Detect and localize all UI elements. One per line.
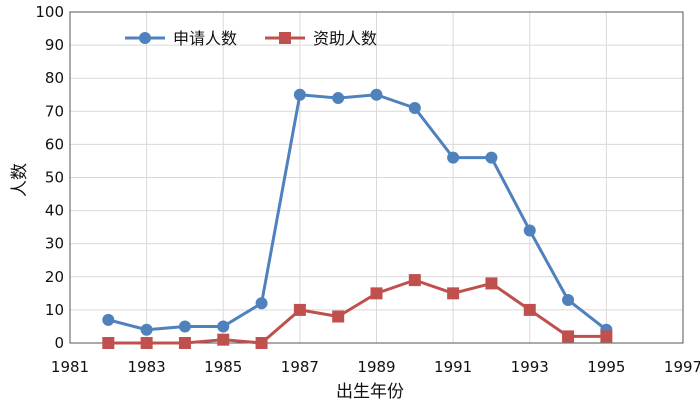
data-point: [600, 330, 613, 343]
y-tick-label: 10: [45, 301, 64, 319]
data-point: [408, 101, 421, 114]
y-tick-label: 100: [35, 3, 64, 21]
y-tick-label: 40: [45, 202, 64, 220]
x-tick-label: 1987: [281, 358, 319, 376]
y-tick-labels: 0 10 20 30 40 50 60 70 80 90 100: [35, 3, 64, 352]
data-point: [562, 330, 575, 343]
data-point: [140, 323, 153, 336]
x-tick-label: 1983: [128, 358, 166, 376]
series-line-1: [107, 93, 608, 332]
data-point: [447, 151, 460, 164]
x-tick-label: 1991: [434, 358, 472, 376]
y-tick-label: 70: [45, 102, 64, 120]
y-tick-label: 0: [54, 334, 64, 352]
y-tick-label: 30: [45, 235, 64, 253]
x-tick-label: 1995: [587, 358, 625, 376]
data-point: [485, 277, 498, 290]
y-tick-label: 50: [45, 169, 64, 187]
y-axis-title: 人数: [10, 163, 30, 197]
x-tick-label: 1989: [357, 358, 395, 376]
data-point: [332, 92, 345, 105]
data-point: [485, 151, 498, 164]
y-tick-label: 20: [45, 268, 64, 286]
legend-item-series-1: 申请人数: [125, 29, 237, 48]
x-tick-label: 1981: [51, 358, 89, 376]
legend-item-series-2: 资助人数: [265, 29, 377, 48]
data-point: [447, 287, 460, 300]
data-point: [255, 337, 268, 349]
y-tick-label: 80: [45, 69, 64, 87]
legend: 申请人数 资助人数: [125, 29, 377, 48]
y-tick-label: 60: [45, 135, 64, 153]
data-point: [102, 337, 115, 349]
series-line-2: [108, 278, 607, 345]
y-tick-label: 90: [45, 36, 64, 54]
series-layer: [102, 88, 613, 349]
data-point: [293, 303, 306, 316]
series-2: [102, 274, 613, 349]
plot-frame: [69, 11, 684, 344]
data-point: [562, 293, 575, 306]
data-point: [217, 333, 230, 346]
x-tick-label: 1993: [511, 358, 549, 376]
legend-label-series-2: 资助人数: [313, 29, 377, 48]
data-point: [217, 320, 230, 333]
series-1: [102, 88, 613, 336]
data-point: [178, 337, 191, 349]
data-point: [293, 88, 306, 101]
x-tick-labels: 1981 1983 1985 1987 1989 1991 1993 1995 1997: [51, 358, 700, 376]
data-point: [255, 297, 268, 310]
data-point: [140, 337, 153, 349]
x-axis-title: 出生年份: [336, 382, 404, 402]
legend-marker-series-2: [279, 32, 291, 44]
legend-marker-series-1: [139, 32, 151, 44]
data-point: [332, 310, 345, 323]
x-tick-label: 1985: [204, 358, 242, 376]
data-point: [102, 313, 115, 326]
data-point: [370, 88, 383, 101]
data-point: [523, 303, 536, 316]
data-point: [523, 224, 536, 237]
data-point: [408, 274, 421, 287]
legend-label-series-1: 申请人数: [173, 29, 237, 48]
data-point: [370, 287, 383, 300]
x-tick-label: 1997: [664, 358, 700, 376]
data-point: [178, 320, 191, 333]
